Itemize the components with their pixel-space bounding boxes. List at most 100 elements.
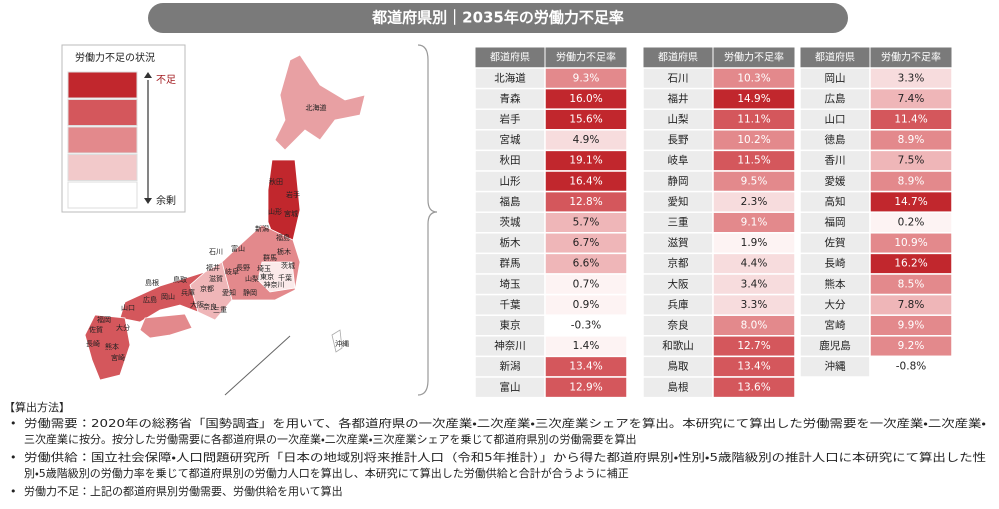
rate-value: 11.4% xyxy=(894,114,927,126)
rate-value: 16.4% xyxy=(569,175,602,187)
map-label: 岡山 xyxy=(161,293,175,301)
map-label: 宮崎 xyxy=(111,353,125,362)
prefecture-name: 福島 xyxy=(500,195,521,208)
map-kanto xyxy=(257,261,296,293)
map-label: 福岡 xyxy=(97,315,111,324)
prefecture-name: 秋田 xyxy=(500,154,521,167)
prefecture-name: 佐賀 xyxy=(825,236,846,249)
rate-value: 4.4% xyxy=(741,258,768,270)
map-tohoku xyxy=(267,159,301,241)
rate-value: 10.9% xyxy=(894,237,927,249)
rate-value: -0.3% xyxy=(571,320,601,332)
map-label: 新潟 xyxy=(255,224,269,233)
legend-swatch xyxy=(67,181,138,209)
map-label: 大阪 xyxy=(190,300,204,309)
rate-value: 12.8% xyxy=(569,196,602,208)
rate-value: 9.1% xyxy=(741,217,768,229)
map-inset-line xyxy=(224,335,291,396)
legend-swatch xyxy=(67,154,138,181)
rate-value: 12.9% xyxy=(569,381,602,393)
prefecture-name: 北海道 xyxy=(494,71,526,84)
legend-swatch xyxy=(67,126,138,154)
prefecture-name: 熊本 xyxy=(825,277,846,290)
prefecture-name: 三重 xyxy=(668,216,689,229)
prefecture-name: 栃木 xyxy=(500,236,521,249)
prefecture-name: 長野 xyxy=(668,134,689,146)
map-label: 神奈川 xyxy=(264,280,285,289)
map-label: 長崎 xyxy=(86,339,100,348)
prefecture-name: 静岡 xyxy=(668,174,689,187)
prefecture-name: 奈良 xyxy=(668,319,689,332)
rate-value: 0.7% xyxy=(573,278,600,290)
legend-high: 不足 xyxy=(156,74,176,86)
rate-value: 8.5% xyxy=(898,278,925,290)
rate-value: 13.4% xyxy=(737,361,770,373)
rate-value: 10.3% xyxy=(737,72,770,84)
map-label: 岐阜 xyxy=(225,267,239,276)
rate-value: 7.5% xyxy=(898,155,925,167)
map-label: 千葉 xyxy=(278,273,292,282)
note-text: 労働力不足：上記の都道府県別労働需要、労働供給を用いて算出 xyxy=(24,484,343,498)
map-label: 三重 xyxy=(213,306,227,314)
map-chugoku xyxy=(119,271,206,323)
map-label: 大分 xyxy=(116,323,130,332)
prefecture-name: 島根 xyxy=(668,380,689,393)
map-label: 秋田 xyxy=(269,177,283,186)
note-bullet: • xyxy=(10,417,17,430)
prefecture-name: 新潟 xyxy=(500,360,521,373)
note-text: 労働需要：2020年の総務省「国勢調査」を用いて、各都道府県の一次産業・二次産業… xyxy=(24,416,986,430)
prefecture-name: 京都 xyxy=(668,258,689,270)
legend-title: 労働力不足の状況 xyxy=(75,51,155,64)
map-hokkaido xyxy=(274,54,366,151)
prefecture-name: 宮崎 xyxy=(825,319,846,332)
title-banner xyxy=(148,3,848,33)
map xyxy=(84,54,366,381)
table-header: 都道府県 xyxy=(815,51,855,64)
rate-value: 4.9% xyxy=(573,134,600,146)
prefecture-name: 大阪 xyxy=(668,277,689,290)
prefecture-name: 滋賀 xyxy=(668,236,689,249)
map-label: 富山 xyxy=(231,244,245,253)
rate-value: 13.4% xyxy=(569,361,602,373)
map-label: 石川 xyxy=(209,248,223,256)
map-label: 福島 xyxy=(276,233,290,242)
map-shikoku xyxy=(139,313,193,339)
rate-value: 14.9% xyxy=(737,93,770,105)
map-label: 静岡 xyxy=(243,288,257,297)
map-label: 北海道 xyxy=(306,103,327,112)
rate-value: 9.2% xyxy=(898,340,925,352)
legend-swatch xyxy=(67,71,138,99)
prefecture-name: 山口 xyxy=(825,114,846,126)
rate-value: 8.9% xyxy=(898,175,925,187)
map-label: 熊本 xyxy=(105,342,119,351)
table-header: 都道府県 xyxy=(490,51,530,64)
rate-value: 11.1% xyxy=(737,114,770,126)
map-label: 兵庫 xyxy=(181,288,195,297)
rate-value: 10.2% xyxy=(737,134,770,146)
prefecture-name: 福岡 xyxy=(825,216,846,229)
rate-value: 13.6% xyxy=(737,381,770,393)
note-text: 労働供給：国立社会保障・人口問題研究所「日本の地域別将来推計人口（令和5年推計）… xyxy=(24,450,986,464)
notes-heading: 【算出方法】 xyxy=(4,400,70,414)
rate-cell xyxy=(544,376,628,399)
rate-value: 9.9% xyxy=(898,320,925,332)
prefecture-name: 埼玉 xyxy=(500,277,521,290)
prefecture-name: 青森 xyxy=(500,92,521,105)
map-label: 栃木 xyxy=(277,247,291,256)
rate-value: 7.4% xyxy=(898,93,925,105)
rate-value: 15.6% xyxy=(569,114,602,126)
prefecture-name: 徳島 xyxy=(825,133,846,146)
prefecture-name: 鹿児島 xyxy=(819,339,851,352)
note-text: 別・5歳階級別の労働力率を乗じて都道府県別の労働力人口を算出し、本研究にて算出し… xyxy=(24,466,629,480)
rate-value: 6.7% xyxy=(573,237,600,249)
prefecture-name: 鳥取 xyxy=(668,360,689,373)
rate-value: 1.9% xyxy=(741,237,768,249)
rate-value: 0.9% xyxy=(573,299,600,311)
map-label: 茨城 xyxy=(281,261,295,270)
table-header: 労働力不足率 xyxy=(724,51,784,64)
prefecture-name: 神奈川 xyxy=(494,339,526,352)
prefecture-name: 岡山 xyxy=(825,72,846,84)
map-label: 奈良 xyxy=(203,302,217,311)
table-header: 労働力不足率 xyxy=(556,51,616,64)
map-label: 島根 xyxy=(145,278,159,287)
